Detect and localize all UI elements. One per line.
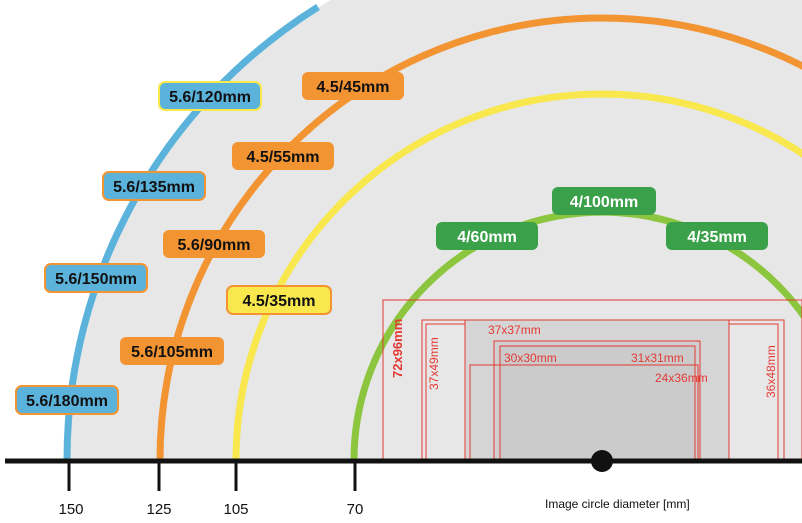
lens-badge-text: 5.6/105mm [131, 344, 213, 361]
lens-badge [666, 222, 768, 250]
lens-badge [163, 230, 265, 258]
lens-badge [232, 142, 334, 170]
format-label-30x30: 30x30mm [504, 351, 557, 365]
axis-tick-label-150: 150 [58, 501, 83, 518]
lens-badge-text: 5.6/180mm [26, 393, 108, 410]
lens-label-4-100mm: 4/100mm [552, 187, 656, 215]
lens-badge-text: 5.6/135mm [113, 179, 195, 196]
lens-label-5-6-135mm: 5.6/135mm [102, 171, 206, 201]
lens-badge [302, 72, 404, 100]
format-label-72x96: 72x96mm [390, 319, 405, 378]
format-label-31x31: 31x31mm [631, 351, 684, 365]
lens-badge [436, 222, 538, 250]
lens-label-5-6-150mm: 5.6/150mm [44, 263, 148, 293]
lens-badge [552, 187, 656, 215]
lens-badge [15, 385, 119, 415]
format-label-24x36: 24x36mm [655, 371, 708, 385]
format-label-37x37: 37x37mm [488, 323, 541, 337]
lens-label-4-60mm: 4/60mm [436, 222, 538, 250]
lens-badge-text: 5.6/90mm [178, 237, 251, 254]
lens-badge-text: 4.5/55mm [247, 149, 320, 166]
axis-center-point [591, 450, 613, 472]
axis-tick-label-105: 105 [223, 501, 248, 518]
lens-label-5-6-120mm: 5.6/120mm [158, 81, 262, 111]
lens-badge [158, 81, 262, 111]
lens-label-4-5-45mm: 4.5/45mm [302, 72, 404, 100]
lens-badge-text: 4/100mm [570, 194, 639, 211]
lens-badge [120, 337, 224, 365]
lens-badge-text: 5.6/120mm [169, 89, 251, 106]
lens-badge-text: 4.5/35mm [243, 293, 316, 310]
image-circle-150-arc [63, 4, 320, 461]
lens-label-5-6-105mm: 5.6/105mm [120, 337, 224, 365]
lens-badge [102, 171, 206, 201]
lens-badge-text: 4.5/45mm [317, 79, 390, 96]
axis-tick-label-125: 125 [146, 501, 171, 518]
lens-badge-text: 5.6/150mm [55, 271, 137, 288]
format-label-37x49: 37x49mm [427, 337, 441, 390]
lens-badge [226, 285, 332, 315]
axis-title: Image circle diameter [mm] [545, 497, 690, 511]
lens-badge-text: 4/35mm [687, 229, 747, 246]
lens-label-4-5-35mm: 4.5/35mm [226, 285, 332, 315]
lens-label-4-35mm: 4/35mm [666, 222, 768, 250]
lens-badge-text: 4/60mm [457, 229, 517, 246]
lens-label-5-6-90mm: 5.6/90mm [163, 230, 265, 258]
lens-badge [44, 263, 148, 293]
axis-tick-label-70: 70 [347, 501, 364, 518]
format-label-36x48: 36x48mm [764, 345, 778, 398]
lens-label-5-6-180mm: 5.6/180mm [15, 385, 119, 415]
lens-label-4-5-55mm: 4.5/55mm [232, 142, 334, 170]
